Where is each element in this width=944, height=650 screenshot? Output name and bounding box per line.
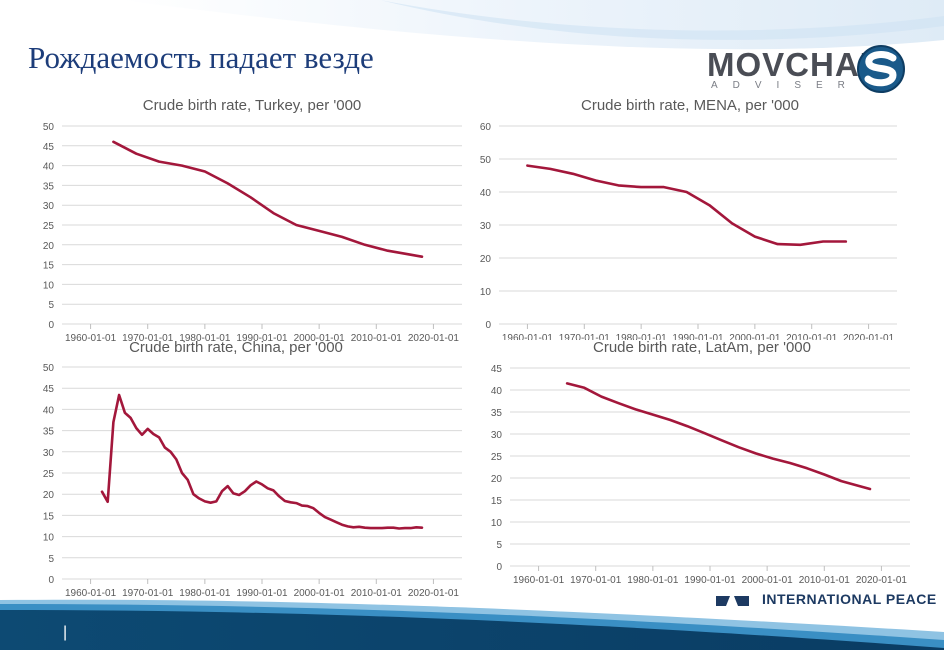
- y-tick-label: 45: [43, 384, 55, 395]
- y-tick-label: 20: [480, 254, 492, 265]
- y-tick-label: 25: [43, 469, 55, 480]
- y-tick-label: 0: [48, 320, 54, 331]
- page-number: |: [63, 624, 68, 641]
- x-tick-label: 2010-01-01: [799, 575, 851, 586]
- y-tick-label: 5: [48, 300, 54, 311]
- chart-title: Crude birth rate, MENA, per '000: [581, 97, 799, 114]
- y-tick-label: 10: [480, 287, 492, 298]
- chart-title: Crude birth rate, LatAm, per '000: [593, 339, 811, 356]
- logo-wordmark: MOVCHAN: [707, 46, 885, 83]
- y-tick-label: 15: [491, 496, 503, 507]
- y-tick-label: 50: [480, 155, 492, 166]
- x-tick-label: 2020-01-01: [843, 333, 895, 340]
- x-tick-label: 1960-01-01: [502, 333, 554, 340]
- x-tick-label: 1990-01-01: [684, 575, 736, 586]
- y-tick-label: 10: [43, 280, 55, 291]
- y-tick-label: 30: [43, 448, 55, 459]
- x-tick-label: 1960-01-01: [65, 588, 117, 599]
- x-tick-label: 2010-01-01: [786, 333, 838, 340]
- y-tick-label: 35: [43, 427, 55, 438]
- y-tick-label: 30: [43, 201, 55, 212]
- y-tick-label: 25: [491, 452, 503, 463]
- y-tick-label: 50: [43, 122, 55, 133]
- chart-title: Crude birth rate, China, per '000: [129, 339, 343, 356]
- x-tick-label: 2000-01-01: [729, 333, 781, 340]
- y-tick-label: 5: [48, 554, 54, 565]
- y-tick-label: 50: [43, 363, 55, 374]
- y-tick-label: 30: [480, 221, 492, 232]
- x-tick-label: 2000-01-01: [294, 588, 346, 599]
- y-tick-label: 15: [43, 511, 55, 522]
- y-tick-label: 20: [43, 490, 55, 501]
- org-mark-icon: [716, 596, 749, 606]
- y-tick-label: 0: [496, 562, 502, 573]
- y-tick-label: 15: [43, 261, 55, 272]
- chart-latam: Crude birth rate, LatAm, per '000 0 5 10 15 2…: [491, 339, 910, 586]
- x-tick-label: 2000-01-01: [294, 333, 346, 344]
- series-line: [565, 382, 872, 491]
- x-tick-label: 2010-01-01: [351, 588, 403, 599]
- y-tick-label: 40: [43, 405, 55, 416]
- x-tick-label: 1980-01-01: [179, 588, 231, 599]
- slide-title: Рождаемость падает везде: [28, 40, 374, 75]
- x-tick-label: 1970-01-01: [559, 333, 611, 340]
- x-tick-label: 1980-01-01: [627, 575, 679, 586]
- x-tick-label: 2000-01-01: [742, 575, 794, 586]
- logo-s-icon: [857, 45, 905, 93]
- y-tick-label: 10: [491, 518, 503, 529]
- y-tick-label: 40: [43, 162, 55, 173]
- footer-org-text: INTERNATIONAL PEACE: [762, 591, 937, 607]
- chart-mena: Crude birth rate, MENA, per '000 0 10 20 30 4…: [480, 97, 897, 340]
- x-tick-label: 2020-01-01: [856, 575, 908, 586]
- y-tick-label: 35: [491, 408, 503, 419]
- series-line: [100, 393, 424, 530]
- y-tick-label: 45: [491, 364, 503, 375]
- x-tick-label: 1960-01-01: [513, 575, 565, 586]
- series-line: [526, 164, 848, 247]
- x-tick-label: 2020-01-01: [408, 588, 460, 599]
- chart-title: Crude birth rate, Turkey, per '000: [143, 97, 362, 114]
- x-tick-label: 1970-01-01: [570, 575, 622, 586]
- y-tick-label: 0: [485, 320, 491, 331]
- y-tick-label: 40: [480, 188, 492, 199]
- y-tick-label: 25: [43, 221, 55, 232]
- company-logo: MOVCHAN ADVISER: [707, 44, 912, 94]
- x-tick-label: 1960-01-01: [65, 333, 117, 344]
- series-line: [112, 140, 424, 258]
- y-tick-label: 10: [43, 533, 55, 544]
- chart-turkey: Crude birth rate, Turkey, per '000 0 5 10 15…: [43, 97, 462, 344]
- x-tick-label: 1990-01-01: [236, 333, 288, 344]
- y-tick-label: 60: [480, 122, 492, 133]
- x-tick-label: 2020-01-01: [408, 333, 460, 344]
- y-tick-label: 20: [491, 474, 503, 485]
- y-tick-label: 20: [43, 241, 55, 252]
- y-tick-label: 5: [496, 540, 502, 551]
- y-tick-label: 35: [43, 181, 55, 192]
- x-tick-label: 1990-01-01: [672, 333, 724, 340]
- y-tick-label: 45: [43, 142, 55, 153]
- x-tick-label: 1990-01-01: [236, 588, 288, 599]
- x-tick-label: 1970-01-01: [122, 333, 174, 344]
- y-tick-label: 0: [48, 575, 54, 586]
- x-tick-label: 1970-01-01: [122, 588, 174, 599]
- y-tick-label: 40: [491, 386, 503, 397]
- x-tick-label: 2010-01-01: [351, 333, 403, 344]
- chart-china: Crude birth rate, China, per '000 0 5 10 15 2…: [43, 339, 462, 599]
- x-tick-label: 1980-01-01: [179, 333, 231, 344]
- logo-subtitle: ADVISER: [711, 80, 860, 91]
- y-tick-label: 30: [491, 430, 503, 441]
- x-tick-label: 1980-01-01: [616, 333, 668, 340]
